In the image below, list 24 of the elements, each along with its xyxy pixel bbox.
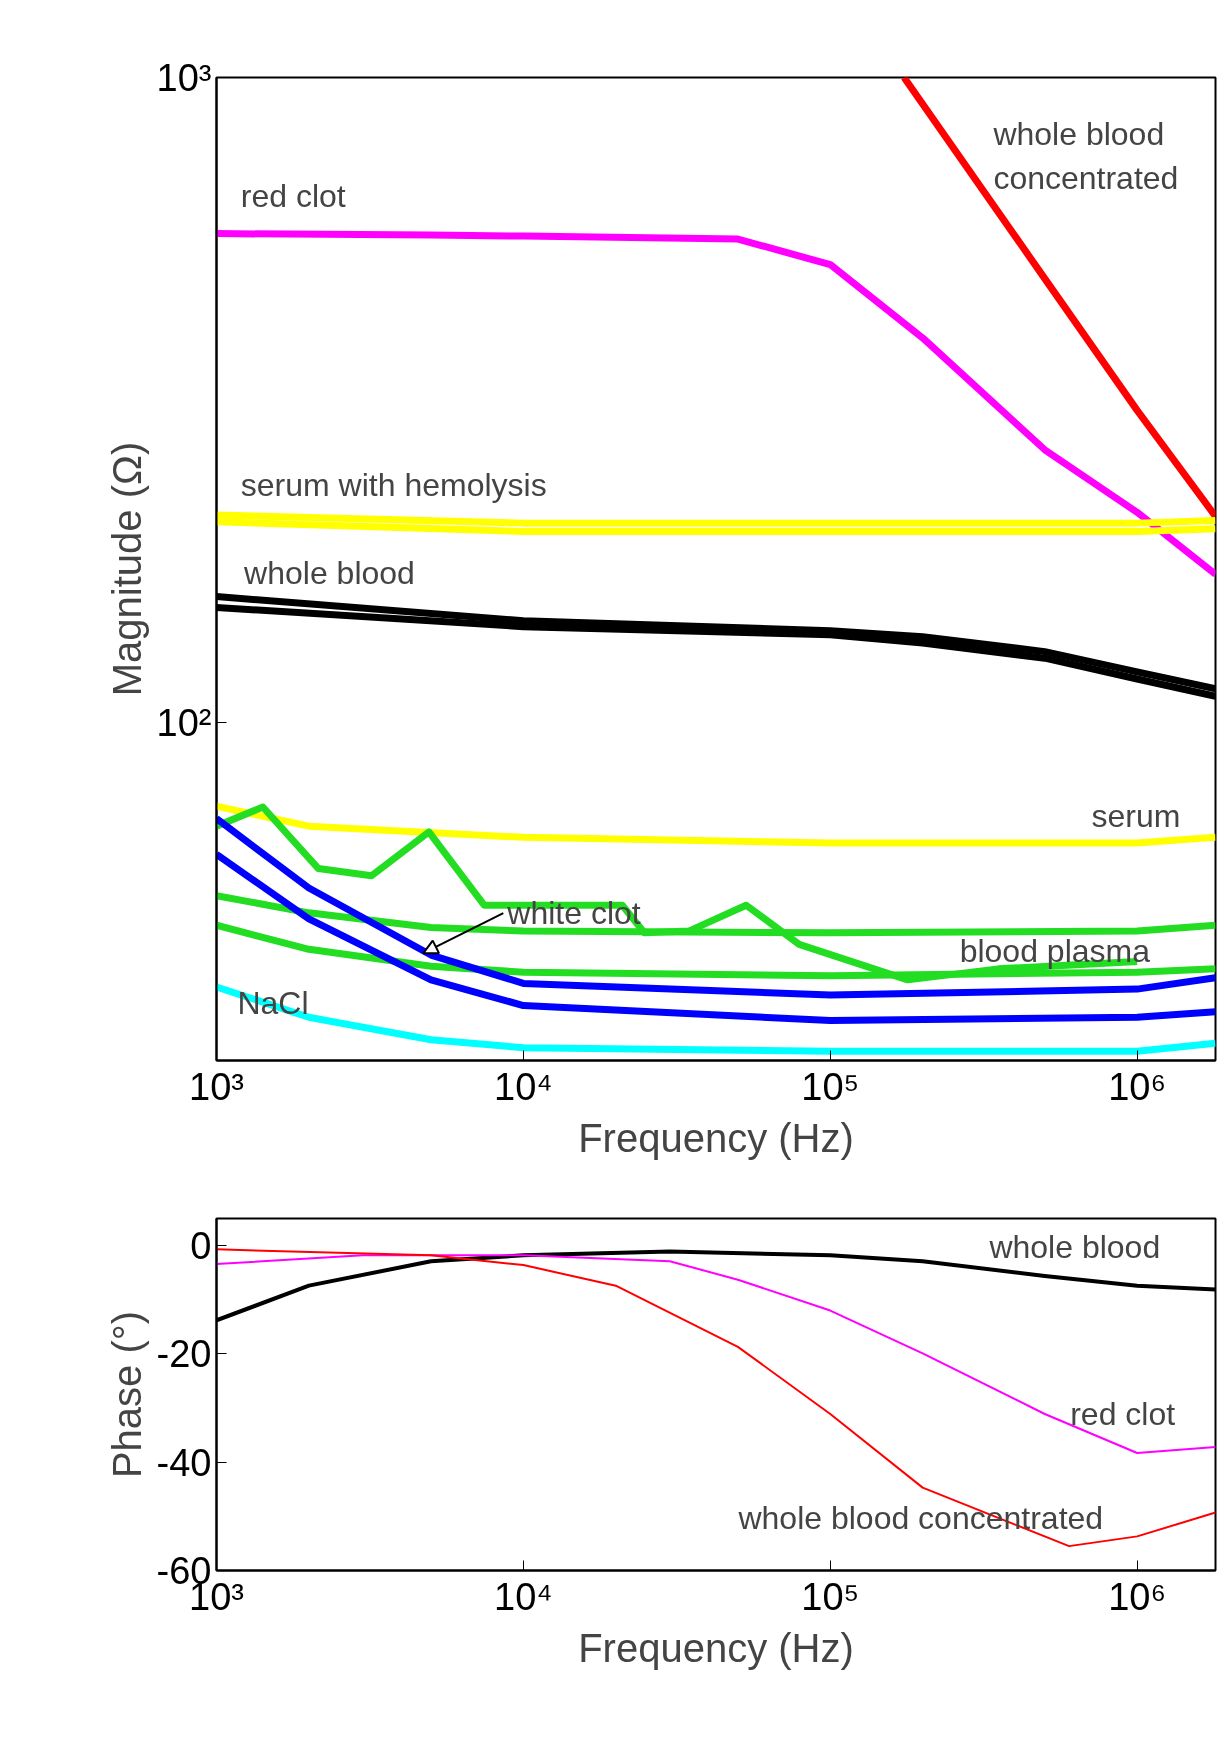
annotation: whole blood xyxy=(243,555,415,592)
x-tick-label: 10⁴ xyxy=(494,1575,553,1618)
annotation: whole blood xyxy=(988,1229,1161,1266)
y-axis-title: Magnitude (Ω) xyxy=(104,441,149,697)
y-tick-label: -40 xyxy=(156,1441,212,1484)
y-tick-label: 0 xyxy=(190,1225,212,1268)
y-tick-label: -20 xyxy=(156,1333,212,1376)
x-tick-label: 10⁴ xyxy=(494,1065,553,1108)
annotation: serum with hemolysis xyxy=(240,467,547,504)
annotation: red clot xyxy=(1070,1396,1176,1433)
x-tick-label: 10⁵ xyxy=(801,1575,860,1618)
x-axis-title: Frequency (Hz) xyxy=(578,1115,854,1160)
x-tick-label: 10⁶ xyxy=(1108,1575,1167,1618)
annotation: whole blood concentrated xyxy=(992,116,1179,196)
y-tick-label: 10³ xyxy=(156,56,212,99)
y-axis-title: Phase (°) xyxy=(104,1310,149,1479)
annotation: red clot xyxy=(240,178,346,215)
x-axis-title: Frequency (Hz) xyxy=(578,1625,854,1670)
annotation: blood plasma xyxy=(959,932,1151,969)
annotation: serum xyxy=(1091,798,1181,834)
x-tick-label: 10³ xyxy=(189,1065,244,1108)
y-tick-label: 10² xyxy=(156,701,212,744)
x-tick-label: 10⁵ xyxy=(801,1065,860,1108)
x-tick-label: 10⁶ xyxy=(1108,1065,1167,1108)
